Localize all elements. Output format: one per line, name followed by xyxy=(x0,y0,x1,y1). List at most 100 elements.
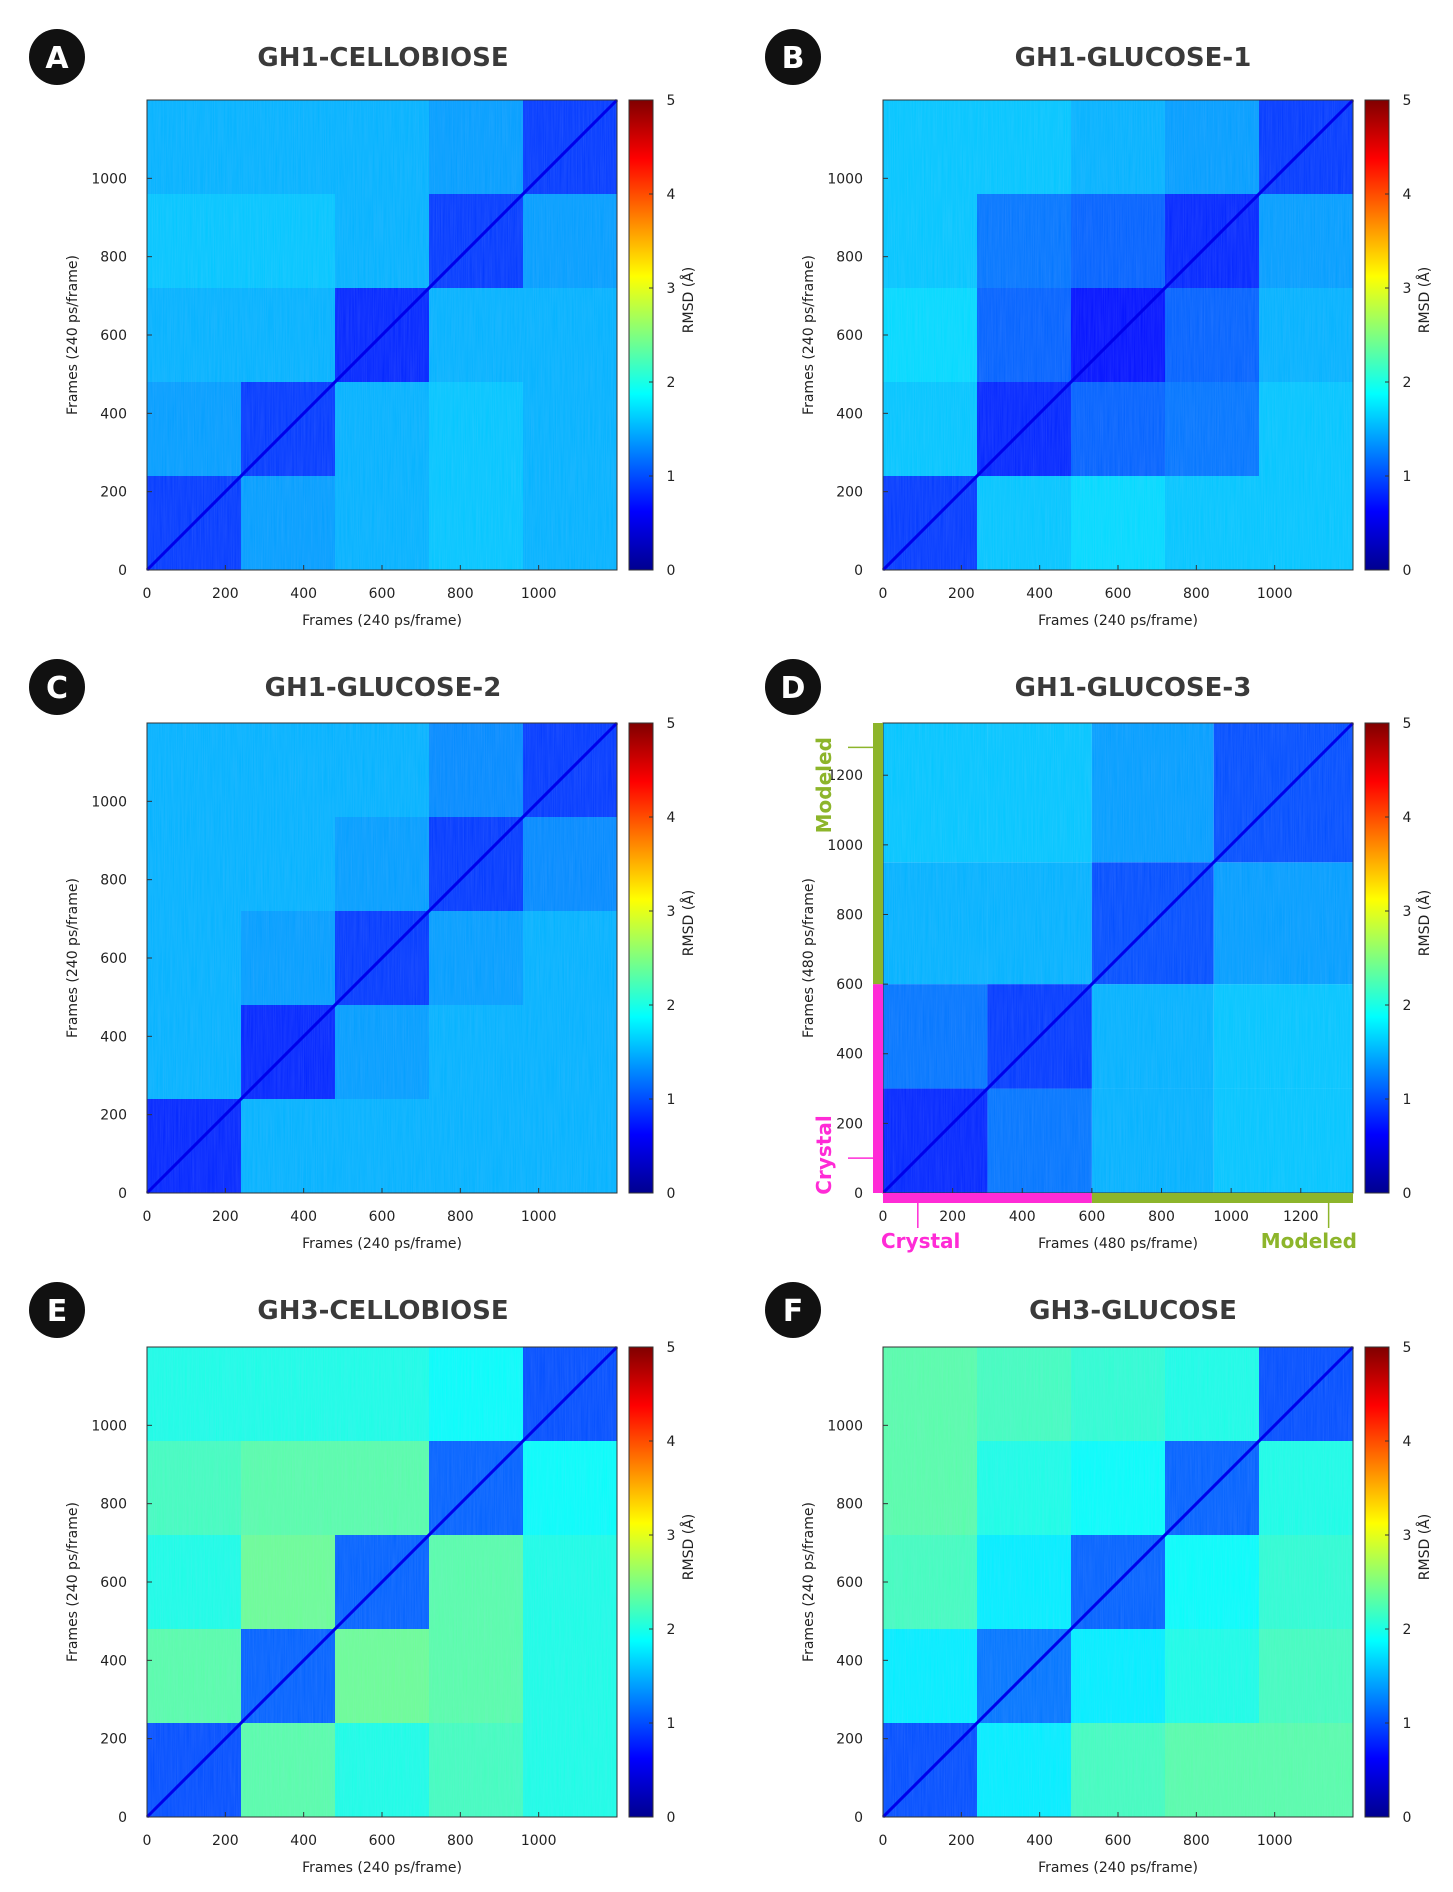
colorbar-tick-label: 3 xyxy=(1403,904,1412,920)
colorbar-tick-label: 0 xyxy=(667,1186,676,1202)
x-tick-label: 600 xyxy=(1105,1833,1132,1849)
panel-d: D GH1-GLUCOSE-3 0 200 400 600 800 1000 1200 0 200 4… xyxy=(765,659,1433,1253)
x-tick-label: 400 xyxy=(1009,1209,1036,1225)
diagonal-line xyxy=(145,98,619,572)
y-axis-label: Frames (240 ps/frame) xyxy=(65,878,81,1038)
panel-title: GH1-GLUCOSE-3 xyxy=(1015,673,1252,703)
y-tick-label: 1000 xyxy=(827,1418,863,1434)
y-tick-label: 200 xyxy=(836,1732,863,1748)
x-segment-bar xyxy=(1091,1193,1353,1203)
panel-title: GH1-CELLOBIOSE xyxy=(257,43,508,73)
x-axis-label: Frames (240 ps/frame) xyxy=(1038,613,1198,629)
y-tick-label: 1000 xyxy=(91,794,127,810)
y-tick-label: 200 xyxy=(100,1108,127,1124)
y-tick-label: 800 xyxy=(100,1497,127,1513)
y-tick-label: 0 xyxy=(118,1810,127,1826)
colorbar-tick-label: 2 xyxy=(667,1622,676,1638)
colorbar-tick-label: 3 xyxy=(667,1528,676,1544)
x-tick-label: 400 xyxy=(290,1833,317,1849)
panel-title: GH3-GLUCOSE xyxy=(1029,1296,1237,1326)
x-axis-label: Frames (240 ps/frame) xyxy=(302,613,462,629)
y-segment-label: Crystal xyxy=(812,1115,836,1194)
colorbar-tick-label: 3 xyxy=(667,904,676,920)
colorbar-tick-label: 4 xyxy=(667,810,676,826)
y-axis-label: Frames (240 ps/frame) xyxy=(801,1502,817,1662)
x-tick-label: 1000 xyxy=(1213,1209,1249,1225)
x-tick-label: 400 xyxy=(1026,586,1053,602)
colorbar-tick-label: 5 xyxy=(667,93,676,109)
colorbar-tick-label: 4 xyxy=(667,187,676,203)
y-axis-label: Frames (240 ps/frame) xyxy=(65,255,81,415)
y-axis-label: Frames (240 ps/frame) xyxy=(65,1502,81,1662)
panel-letter-badge xyxy=(29,1282,85,1338)
x-tick-label: 0 xyxy=(879,1209,888,1225)
x-tick-label: 800 xyxy=(1183,1833,1210,1849)
colorbar-tick-label: 3 xyxy=(1403,281,1412,297)
colorbar-tick-label: 5 xyxy=(1403,1340,1412,1356)
x-tick-label: 200 xyxy=(948,586,975,602)
colorbar xyxy=(1364,1346,1390,1818)
x-tick-label: 0 xyxy=(879,1833,888,1849)
colorbar-tick-label: 5 xyxy=(667,716,676,732)
colorbar-tick-label: 2 xyxy=(1403,375,1412,391)
colorbar-tick-label: 3 xyxy=(667,281,676,297)
panel-letter-badge xyxy=(29,659,85,715)
y-tick-label: 0 xyxy=(118,1186,127,1202)
x-tick-label: 1000 xyxy=(521,586,557,602)
y-tick-label: 1000 xyxy=(827,838,863,854)
x-tick-label: 1000 xyxy=(1257,1833,1293,1849)
x-tick-label: 0 xyxy=(143,1209,152,1225)
panel-f: F GH3-GLUCOSE 0 200 400 600 800 1000 0 200 400 600 8… xyxy=(765,1282,1433,1876)
colorbar-tick-label: 2 xyxy=(667,998,676,1014)
y-tick-label: 600 xyxy=(100,951,127,967)
y-tick-label: 800 xyxy=(836,907,863,923)
colorbar-tick-label: 5 xyxy=(1403,716,1412,732)
y-tick-label: 800 xyxy=(100,873,127,889)
y-segment-bar xyxy=(873,723,883,985)
x-segment-label: Crystal xyxy=(881,1229,960,1253)
colorbar-tick-label: 0 xyxy=(1403,1186,1412,1202)
colorbar-label: RMSD (Å) xyxy=(1416,1514,1433,1580)
colorbar-tick-label: 2 xyxy=(1403,1622,1412,1638)
colorbar-tick-label: 4 xyxy=(1403,1434,1412,1450)
y-tick-label: 200 xyxy=(836,1116,863,1132)
panel-letter: B xyxy=(782,41,805,76)
x-axis-label: Frames (240 ps/frame) xyxy=(302,1860,462,1876)
panel-letter-badge xyxy=(765,1282,821,1338)
colorbar-tick-label: 4 xyxy=(1403,810,1412,826)
colorbar-tick-label: 1 xyxy=(1403,1716,1412,1732)
x-tick-label: 0 xyxy=(143,1833,152,1849)
panel-letter: D xyxy=(781,671,806,706)
y-tick-label: 1000 xyxy=(91,1418,127,1434)
x-tick-label: 1000 xyxy=(521,1833,557,1849)
y-tick-label: 400 xyxy=(100,1653,127,1669)
panel-letter-badge xyxy=(765,659,821,715)
y-tick-label: 600 xyxy=(100,1575,127,1591)
colorbar-tick-label: 5 xyxy=(1403,93,1412,109)
x-tick-label: 1000 xyxy=(1257,586,1293,602)
x-tick-label: 800 xyxy=(1183,586,1210,602)
y-segment-bar xyxy=(873,984,883,1193)
colorbar-label: RMSD (Å) xyxy=(680,1514,697,1580)
x-tick-label: 800 xyxy=(447,1833,474,1849)
y-tick-label: 400 xyxy=(836,406,863,422)
colorbar-tick-label: 1 xyxy=(1403,469,1412,485)
x-segment-bar xyxy=(883,1193,1092,1203)
panel-letter: E xyxy=(47,1294,68,1329)
colorbar-label: RMSD (Å) xyxy=(680,267,697,333)
y-tick-label: 1200 xyxy=(827,768,863,784)
colorbar-label: RMSD (Å) xyxy=(680,890,697,956)
y-tick-label: 0 xyxy=(854,1810,863,1826)
x-tick-label: 0 xyxy=(879,586,888,602)
x-tick-label: 1200 xyxy=(1283,1209,1319,1225)
y-tick-label: 400 xyxy=(836,1653,863,1669)
diagonal-line xyxy=(881,98,1355,572)
x-tick-label: 600 xyxy=(1079,1209,1106,1225)
colorbar-tick-label: 1 xyxy=(1403,1092,1412,1108)
x-axis-label: Frames (480 ps/frame) xyxy=(1038,1236,1198,1252)
diagonal-line xyxy=(145,721,619,1195)
y-segment-label: Modeled xyxy=(812,737,836,833)
colorbar xyxy=(1364,722,1390,1194)
colorbar xyxy=(628,722,654,1194)
